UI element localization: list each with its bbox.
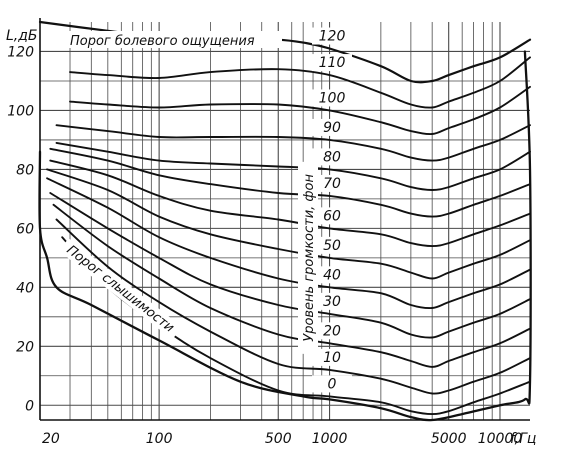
chart-grid: [40, 22, 530, 420]
loudness-curve-20: [52, 203, 531, 368]
phon-label-bg: [312, 292, 352, 310]
phon-label: 90: [323, 120, 341, 136]
vertical-label-bg: [298, 161, 318, 354]
x-tick-label: 20: [42, 431, 60, 447]
hearing-threshold-label-bg: [58, 238, 183, 340]
phon-label: 70: [323, 176, 341, 192]
phon-label-bg: [312, 89, 352, 107]
y-tick-label: 0: [25, 398, 34, 414]
x-tick-label: 5000: [431, 431, 467, 447]
boundary-curve: [38, 50, 532, 422]
phon-label: 10: [323, 350, 341, 366]
loudness-curve-50: [46, 168, 531, 280]
x-tick-label: 100: [146, 431, 173, 447]
pain-threshold-label: Порог болевого ощущения: [70, 34, 255, 49]
phon-label: 120: [319, 29, 346, 45]
chart-boundary: [38, 50, 532, 422]
y-axis-label: L,дБ: [6, 28, 38, 44]
loudness-curve-90: [55, 124, 531, 162]
phon-label: 20: [323, 323, 341, 339]
y-tick-label: 60: [16, 221, 34, 237]
loudness-curve-70: [49, 147, 531, 218]
x-tick-label: 10000: [478, 431, 523, 447]
y-tick-label: 20: [16, 339, 34, 355]
phon-label-bg: [312, 322, 352, 340]
y-tick-label: 120: [7, 44, 34, 60]
phon-label: 0: [328, 376, 337, 392]
y-tick-label: 40: [16, 280, 34, 296]
x-tick-label: 1000: [312, 431, 348, 447]
phon-label-bg: [312, 54, 352, 72]
phon-label-bg: [312, 348, 352, 366]
x-axis-label: f,Гц: [510, 431, 536, 447]
loudness-level-label: Уровень громкости, фон: [302, 173, 317, 341]
loudness-curve-40: [46, 177, 531, 310]
x-tick-label: 500: [265, 431, 292, 447]
phon-label: 100: [319, 90, 346, 106]
phon-label: 50: [323, 238, 341, 254]
phon-label-bg: [312, 27, 352, 45]
phon-label: 60: [323, 208, 341, 224]
loudness-curve-60: [49, 159, 531, 248]
y-tick-label: 100: [7, 103, 34, 119]
phon-label-bg: [312, 375, 352, 393]
phon-label-bg: [312, 266, 352, 284]
pain-threshold-label-bg: [66, 31, 282, 48]
phon-label: 40: [323, 267, 341, 283]
loudness-curve-80: [55, 141, 531, 191]
loudness-curve-110: [69, 56, 531, 109]
phon-label-bg: [312, 174, 352, 192]
loudness-curve-10: [55, 218, 531, 395]
y-tick-label: 80: [16, 162, 34, 178]
phon-label-bg: [312, 207, 352, 225]
loudness-curve-30: [49, 192, 531, 339]
phon-label: 110: [319, 55, 346, 71]
loudness-curve-100: [69, 85, 531, 136]
phon-label-bg: [312, 236, 352, 254]
phon-label: 30: [323, 294, 341, 310]
phon-label-bg: [312, 148, 352, 166]
phon-label-bg: [312, 118, 352, 136]
phon-label: 80: [323, 149, 341, 165]
hearing-threshold-label: Порог слышимости: [64, 243, 177, 336]
